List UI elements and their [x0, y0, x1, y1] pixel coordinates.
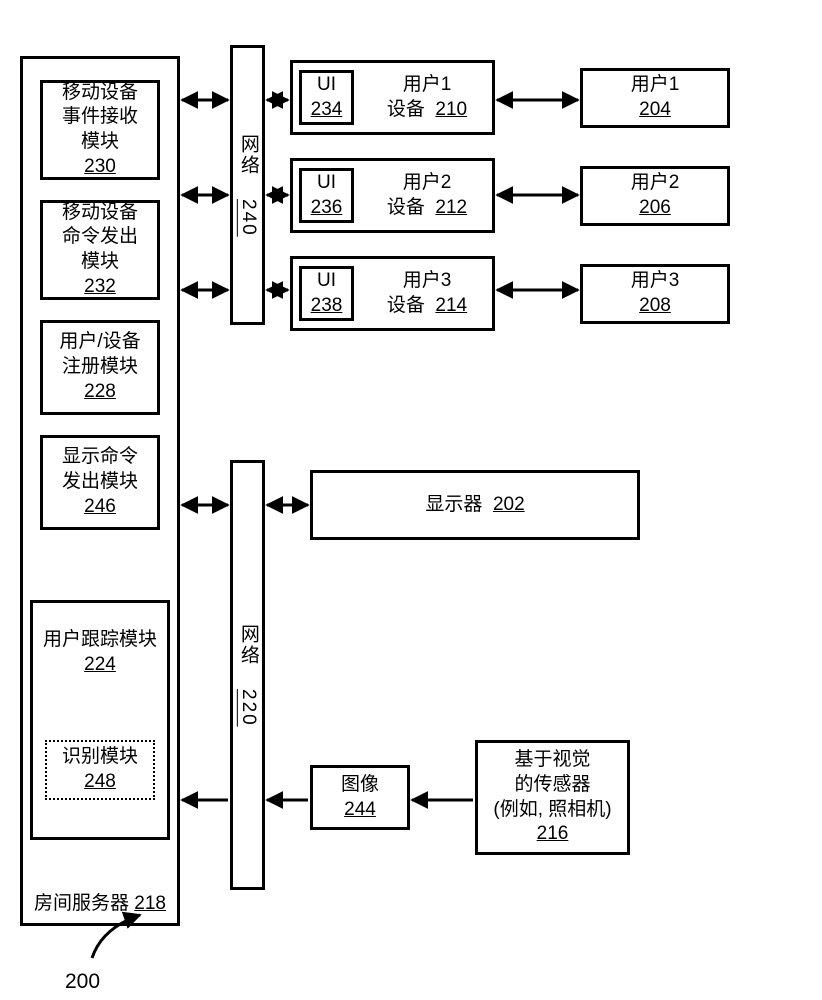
recognition-module-box: 识别模块 248 — [45, 740, 155, 800]
user-tracking-module-box: 用户跟踪模块 224 — [30, 600, 170, 840]
room-server-label: 房间服务器 218 — [23, 892, 177, 917]
image-label: 图像 244 — [341, 773, 379, 822]
figure-ref-label: 200 — [65, 970, 100, 994]
dev-212: UI236用户2设备 212 — [290, 158, 495, 233]
net-240: 网络 240 — [230, 45, 265, 325]
dev-214: UI238用户3设备 214 — [290, 256, 495, 331]
mod-246: 显示命令发出模块246 — [40, 435, 160, 530]
diagram-canvas: 房间服务器 218 移动设备事件接收模块230 移动设备命令发出模块232 用户/设… — [0, 0, 822, 1000]
display-label: 显示器 202 — [425, 493, 524, 518]
ui-box: UI236 — [299, 168, 354, 223]
mod-232: 移动设备命令发出模块232 — [40, 200, 160, 300]
ui-box: UI238 — [299, 266, 354, 321]
user-204: 用户1204 — [580, 68, 730, 128]
ui-box: UI234 — [299, 70, 354, 125]
net-220: 网络 220 — [230, 460, 265, 890]
display-box: 显示器 202 — [310, 470, 640, 540]
mod-230: 移动设备事件接收模块230 — [40, 80, 160, 180]
dev-210: UI234用户1设备 210 — [290, 60, 495, 135]
mod-228: 用户/设备注册模块228 — [40, 320, 160, 415]
vision-sensor-label: 基于视觉 的传感器 (例如, 照相机) 216 — [493, 748, 611, 847]
recognition-module-label: 识别模块 248 — [62, 745, 138, 794]
vision-sensor-box: 基于视觉 的传感器 (例如, 照相机) 216 — [475, 740, 630, 855]
user-tracking-module-label: 用户跟踪模块 224 — [33, 628, 167, 677]
user-208: 用户3208 — [580, 264, 730, 324]
user-206: 用户2206 — [580, 166, 730, 226]
image-box: 图像 244 — [310, 765, 410, 830]
